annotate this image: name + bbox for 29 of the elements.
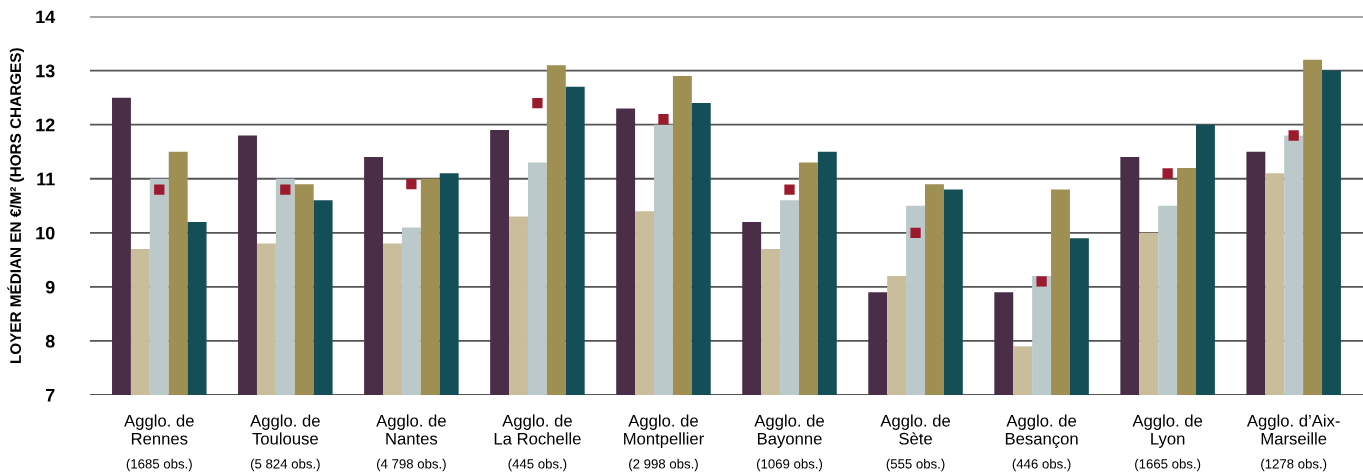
y-tick-label: 10 — [36, 226, 55, 240]
point — [532, 97, 543, 109]
x-tick-label: Agglo. d’Aix- Marseille (1278 obs.) — [1246, 414, 1340, 472]
point — [1162, 168, 1173, 179]
x-tick-label: Agglo. de Nantes (4 798 obs.) — [376, 414, 446, 472]
y-axis-title: LOYER MÉDIAN EN €/M² (HORS CHARGES) — [7, 48, 25, 364]
y-tick-label: 11 — [37, 172, 55, 186]
y-tick-label: 13 — [36, 64, 55, 78]
x-tick-label: Agglo. de Montpellier (2 998 obs.) — [624, 414, 704, 472]
point — [910, 227, 921, 238]
point — [154, 184, 165, 195]
point — [1288, 130, 1299, 141]
x-tick-label: Agglo. de Bayonne (1069 obs.) — [754, 414, 824, 472]
x-tick-label: Agglo. de Lyon (1665 obs.) — [1132, 414, 1203, 472]
point — [1036, 276, 1047, 287]
x-tick-label: Agglo. de Sète (555 obs.) — [880, 414, 951, 472]
x-tick-label: Agglo. de Toulouse (5 824 obs.) — [250, 414, 320, 472]
point — [784, 184, 795, 195]
point — [406, 178, 417, 190]
y-tick-label: 14 — [36, 10, 56, 24]
point — [280, 184, 291, 195]
point — [658, 114, 669, 125]
y-tick-label: 12 — [36, 118, 55, 132]
y-tick-label: 8 — [45, 334, 55, 348]
y-tick-label: 9 — [45, 280, 55, 294]
x-tick-label: Agglo. de La Rochelle (445 obs.) — [494, 414, 581, 472]
x-tick-label: Agglo. de Rennes (1685 obs.) — [124, 414, 194, 472]
y-tick-label: 7 — [45, 389, 55, 402]
x-tick-label: Agglo. de Besançon (446 obs.) — [1005, 414, 1078, 472]
